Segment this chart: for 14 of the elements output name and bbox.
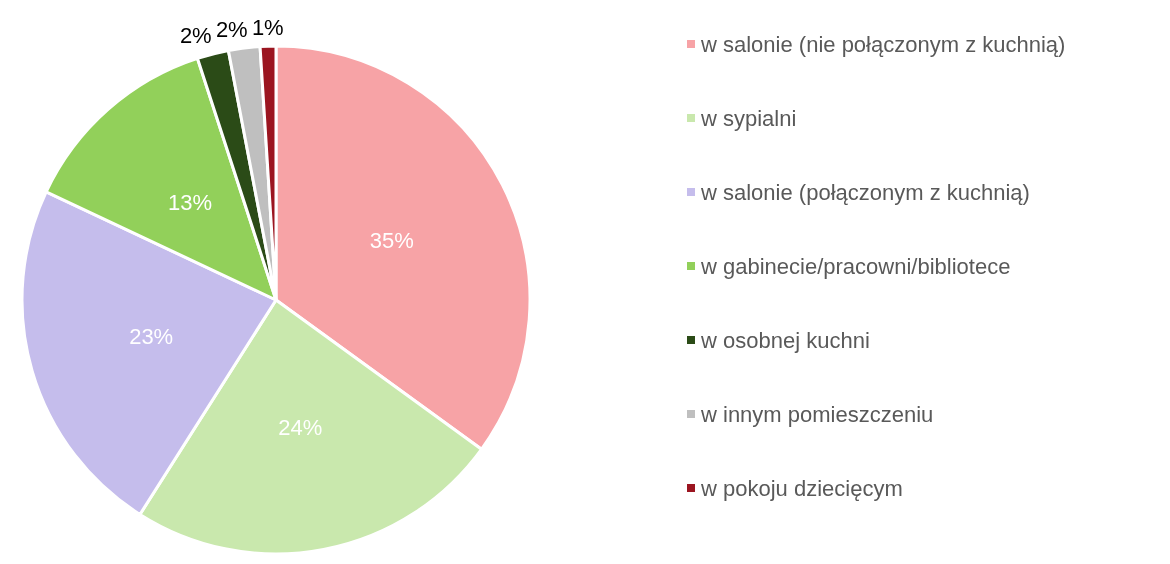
data-label: 2% — [179, 22, 212, 48]
legend-label: w osobnej kuchni — [700, 327, 870, 353]
legend-label: w sypialni — [700, 105, 797, 131]
data-label: 35% — [369, 228, 414, 254]
legend-label: w pokoju dziecięcym — [700, 475, 903, 501]
legend-label: w innym pomieszczeniu — [700, 401, 934, 427]
data-label: 13% — [168, 189, 213, 215]
data-label: 2% — [215, 16, 248, 42]
legend-label: w salonie (nie połączonym z kuchnią) — [700, 31, 1066, 57]
legend-label: w gabinecie/pracowni/bibliotece — [700, 253, 1011, 279]
data-label: 24% — [278, 415, 323, 441]
data-label: 23% — [129, 323, 174, 349]
legend-label: w salonie (połączonym z kuchnią) — [700, 179, 1030, 205]
data-label: 1% — [251, 14, 284, 40]
